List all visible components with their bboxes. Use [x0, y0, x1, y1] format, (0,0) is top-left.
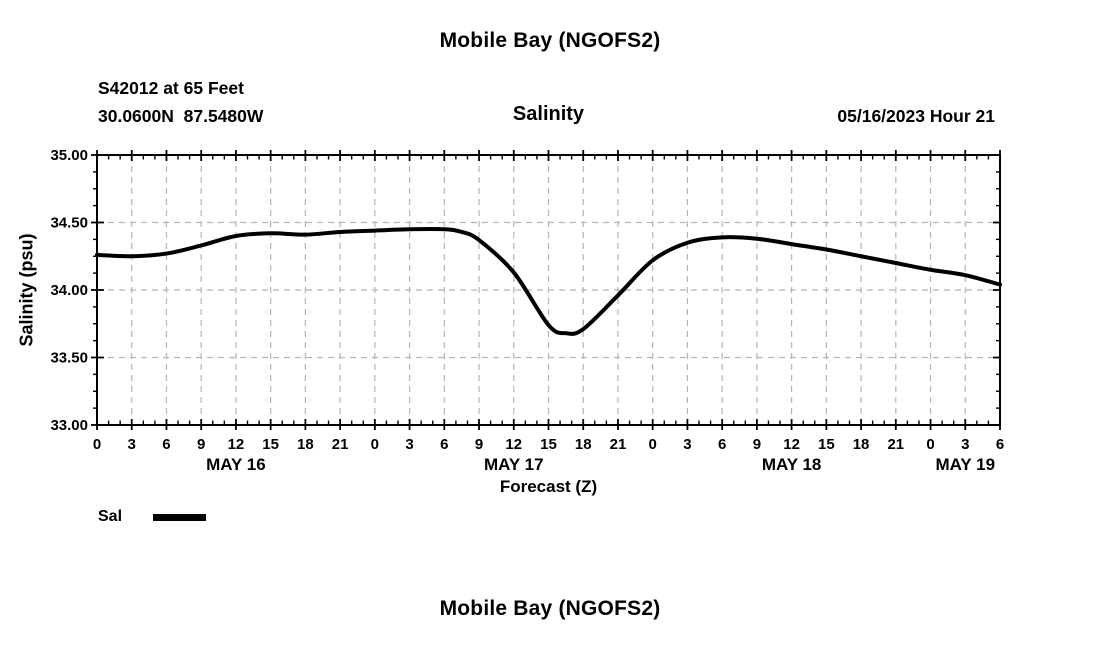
legend: Sal [98, 508, 207, 526]
y-tick-label: 35.00 [50, 147, 88, 164]
y-tick-label: 34.50 [50, 215, 88, 232]
legend-line-swatch [153, 513, 207, 521]
x-tick-label: 12 [505, 436, 522, 453]
x-axis-title: Forecast (Z) [499, 477, 598, 496]
x-tick-label: 9 [197, 436, 205, 453]
station-coordinates: 30.0600N 87.5480W [98, 106, 264, 126]
salinity-line-chart: 0 3 6 9 12 15 18 21 0 3 6 9 12 15 18 21 0 3 6 9 12 15 18 21 0 3 6 3… [50, 147, 1004, 474]
x-tick-label: 0 [926, 436, 934, 453]
chart-title-top: Mobile Bay (NGOFS2) [439, 29, 661, 52]
station-id: S42012 at 65 Feet [98, 78, 244, 98]
x-tick-label: 6 [440, 436, 448, 453]
x-tick-label: 0 [371, 436, 379, 453]
x-tick-label: 21 [887, 436, 904, 453]
x-tick-label: 15 [818, 436, 835, 453]
x-day-label: MAY 19 [935, 455, 995, 474]
chart-title-bottom: Mobile Bay (NGOFS2) [439, 597, 661, 620]
plot-subtitle: Salinity [512, 103, 585, 125]
forecast-run-info: 05/16/2023 Hour 21 [837, 106, 995, 126]
x-tick-label: 21 [610, 436, 627, 453]
x-tick-label: 18 [853, 436, 870, 453]
x-tick-label: 15 [540, 436, 557, 453]
x-tick-label: 3 [405, 436, 413, 453]
y-axis-title: Salinity (psu) [16, 233, 37, 347]
x-tick-label: 3 [961, 436, 969, 453]
x-tick-label: 6 [718, 436, 726, 453]
x-day-label: MAY 16 [206, 455, 266, 474]
x-tick-label: 0 [649, 436, 657, 453]
legend-label: Sal [98, 508, 123, 525]
x-tick-label: 3 [683, 436, 691, 453]
x-tick-label: 12 [783, 436, 800, 453]
x-tick-label: 9 [475, 436, 483, 453]
x-tick-label: 21 [332, 436, 349, 453]
x-day-label: MAY 18 [762, 455, 822, 474]
y-tick-label: 33.00 [50, 417, 88, 434]
x-tick-label: 6 [996, 436, 1004, 453]
y-tick-label: 34.00 [50, 282, 88, 299]
x-tick-label: 9 [753, 436, 761, 453]
x-tick-label: 15 [262, 436, 279, 453]
x-tick-label: 0 [93, 436, 101, 453]
x-tick-label: 18 [575, 436, 592, 453]
y-tick-label: 33.50 [50, 350, 88, 367]
x-tick-label: 3 [128, 436, 136, 453]
plot-border [96, 154, 1001, 426]
x-day-label: MAY 17 [484, 455, 544, 474]
x-tick-label: 12 [228, 436, 245, 453]
salinity-curve [95, 226, 1002, 336]
x-tick-label: 18 [297, 436, 314, 453]
x-tick-label: 6 [162, 436, 170, 453]
